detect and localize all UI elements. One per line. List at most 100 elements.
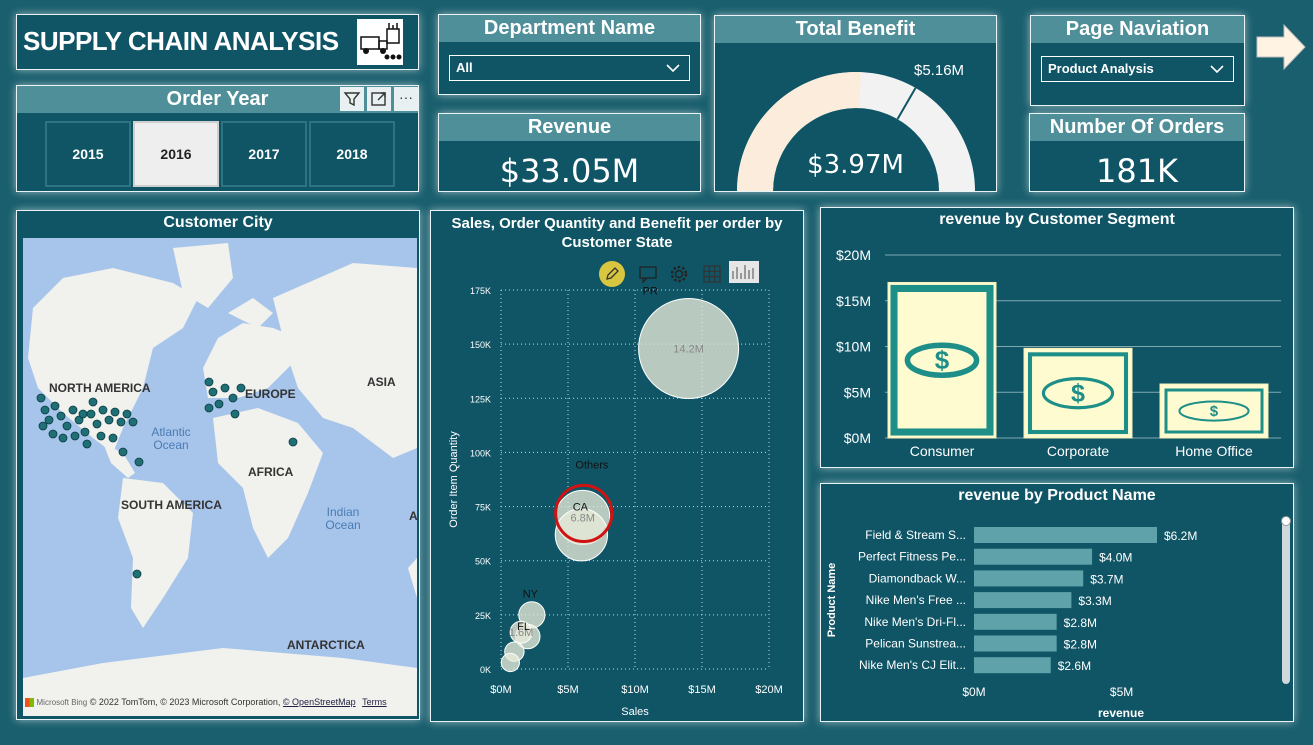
next-page-arrow-icon[interactable] — [1254, 22, 1308, 72]
map-label-antarctica: ANTARCTICA — [287, 638, 365, 652]
supply-chain-truck-icon — [357, 19, 403, 65]
department-dropdown[interactable]: All — [449, 55, 690, 81]
year-button-2017[interactable]: 2017 — [221, 121, 307, 187]
total-benefit-title: Total Benefit — [715, 16, 996, 43]
segment-y-tick: $15M — [836, 293, 871, 309]
openstreetmap-link[interactable]: © OpenStreetMap — [282, 697, 356, 707]
product-x-label: revenue — [1098, 706, 1144, 720]
product-category-label: Nike Men's CJ Elit... — [859, 658, 966, 672]
map-attribution: Microsoft Bing © 2022 TomTom, © 2023 Mic… — [25, 697, 387, 708]
product-bar[interactable] — [974, 570, 1084, 587]
segment-x-tick: Consumer — [910, 443, 975, 459]
scatter-title-line1: Sales, Order Quantity and Benefit per or… — [451, 215, 783, 232]
customer-city-title: Customer City — [163, 214, 273, 231]
scatter-y-tick: 25K — [475, 611, 491, 621]
year-button-2018[interactable]: 2018 — [309, 121, 395, 187]
scatter-point-label: CA — [573, 501, 589, 513]
map-label-atlantic: Atlantic — [151, 425, 190, 439]
scatter-y-label: Order Item Quantity — [448, 431, 460, 528]
comment-icon[interactable] — [637, 263, 659, 285]
product-bar[interactable] — [974, 613, 1057, 630]
scatter-x-label: Sales — [621, 706, 649, 718]
grid-icon[interactable] — [701, 263, 723, 285]
segment-chart-title: revenue by Customer Segment — [939, 211, 1175, 228]
scatter-x-tick: $10M — [621, 684, 649, 696]
year-button-2015[interactable]: 2015 — [45, 121, 131, 187]
product-value-label: $4.0M — [1099, 551, 1132, 565]
product-category-label: Nike Men's Free ... — [866, 593, 966, 607]
segment-x-tick: Corporate — [1047, 443, 1109, 459]
scatter-title-line2: Customer State — [561, 234, 673, 251]
segment-bar[interactable]: $ — [887, 281, 997, 439]
scatter-x-tick: $5M — [557, 684, 578, 696]
map-label-asia: ASIA — [367, 375, 396, 389]
segment-bar-chart[interactable]: $0M $5M $10M $15M $20M $ Consumer $ Corporate $ Ho… — [821, 208, 1295, 469]
orders-card: Number Of Orders 181K — [1029, 113, 1245, 192]
product-value-label: $3.7M — [1090, 572, 1123, 586]
scatter-bubble-size-label: 14.2M — [673, 343, 704, 355]
focus-mode-icon[interactable] — [367, 87, 391, 111]
scatter-point-label: Others — [575, 459, 609, 471]
product-category-label: Perfect Fitness Pe... — [858, 550, 966, 564]
scatter-bubble-size-label: 1.6M — [509, 627, 533, 639]
settings-gear-icon[interactable] — [668, 263, 690, 285]
segment-y-tick: $0M — [844, 430, 871, 446]
product-bar[interactable] — [974, 548, 1093, 565]
gauge-value: $3.97M — [807, 150, 904, 180]
segment-bar[interactable]: $ — [1159, 383, 1269, 439]
filter-icon[interactable] — [340, 87, 364, 111]
scatter-bubble[interactable] — [554, 508, 609, 562]
page-navigation-slicer: Page Naviation Product Analysis — [1030, 15, 1245, 106]
map-label-europe: EUROPE — [245, 387, 296, 401]
microsoft-logo-icon — [25, 698, 34, 708]
title-panel: SUPPLY CHAIN ANALYSIS — [16, 14, 419, 70]
product-bar[interactable] — [974, 592, 1072, 609]
scatter-bubble[interactable] — [638, 297, 740, 399]
terms-link[interactable]: Terms — [362, 697, 387, 707]
scatter-plot[interactable]: $0M $5M $10M $15M $20M 0K 25K 50K 75K 100K 125K 150… — [431, 211, 805, 723]
banknote-dollar-icon: $ — [935, 345, 950, 375]
product-value-label: $6.2M — [1164, 529, 1197, 543]
scatter-point-label: FL — [517, 621, 530, 633]
map-label-south-america: SOUTH AMERICA — [121, 498, 222, 512]
map-label-africa: AFRICA — [248, 465, 294, 479]
revenue-value: $33.05M — [499, 152, 640, 190]
scatter-y-tick: 50K — [475, 557, 491, 567]
segment-x-tick: Home Office — [1175, 443, 1253, 459]
product-chart-title: revenue by Product Name — [958, 487, 1156, 504]
scatter-bubble[interactable] — [500, 652, 520, 673]
scatter-point-label: PR — [643, 285, 658, 297]
chart-type-icon[interactable] — [729, 261, 759, 283]
banknote-dollar-icon: $ — [1071, 380, 1085, 408]
department-title: Department Name — [439, 15, 700, 42]
banknote-dollar-icon: $ — [1210, 403, 1219, 420]
scatter-x-tick: $20M — [755, 684, 783, 696]
scatter-y-tick: 100K — [470, 448, 491, 458]
chevron-down-icon — [665, 58, 681, 86]
revenue-title: Revenue — [439, 114, 700, 141]
product-chart-scrollbar[interactable] — [1282, 518, 1290, 684]
scatter-bubble[interactable] — [509, 620, 533, 644]
total-benefit-gauge: Total Benefit $5.16M $3.97M — [714, 15, 997, 192]
edit-pencil-icon[interactable] — [599, 261, 625, 287]
page-navigation-dropdown[interactable]: Product Analysis — [1041, 56, 1234, 82]
product-bar-chart[interactable]: Field & Stream S... $6.2M Perfect Fitness … — [821, 484, 1295, 723]
product-bar[interactable] — [974, 527, 1158, 543]
year-button-2016[interactable]: 2016 — [133, 121, 219, 187]
segment-bar[interactable]: $ — [1023, 347, 1133, 439]
order-year-slicer: Order Year ··· 2015 2016 2017 2018 — [16, 85, 419, 192]
page-navigation-value: Product Analysis — [1048, 61, 1154, 76]
more-options-icon[interactable]: ··· — [394, 87, 418, 111]
scatter-y-tick: 0K — [480, 665, 491, 675]
microsoft-bing-brand: Microsoft Bing — [36, 698, 88, 707]
product-bar[interactable] — [974, 635, 1057, 652]
scatter-point-label: NY — [523, 589, 539, 601]
segment-y-tick: $10M — [836, 339, 871, 355]
scatter-y-tick: 75K — [475, 503, 491, 513]
gauge-fill — [737, 72, 861, 191]
product-chart-scroll-thumb[interactable] — [1281, 516, 1291, 526]
product-bar[interactable] — [974, 657, 1051, 674]
scatter-y-tick: 150K — [470, 340, 491, 350]
world-map[interactable]: NORTH AMERICA EUROPE ASIA AFRICA SOUTH A… — [23, 238, 417, 716]
chevron-down-icon — [1209, 59, 1225, 87]
